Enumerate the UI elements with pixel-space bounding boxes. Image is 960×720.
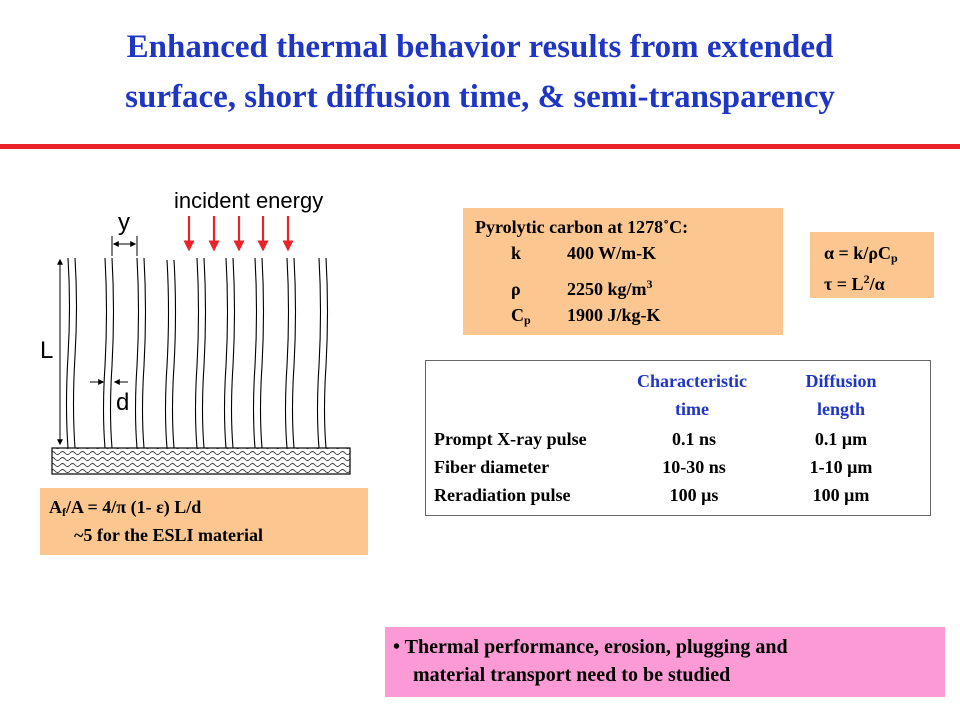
header-length: length	[816, 399, 865, 419]
row-time-fiber: 10-30 ns	[662, 457, 726, 477]
row-label-reradiation: Reradiation pulse	[434, 485, 571, 505]
row-length-fiber: 1-10 μm	[809, 457, 873, 477]
row-time-xray: 0.1 ns	[671, 429, 716, 449]
area-ratio-box: Af/A = 4/π (1- ε) L/d ~5 for the ESLI ma…	[40, 488, 368, 555]
area-ratio-note: ~5 for the ESLI material	[74, 525, 264, 545]
header-time: time	[675, 399, 709, 419]
title-line-1: Enhanced thermal behavior results from e…	[126, 29, 834, 65]
formula-tau: τ = L2/α	[824, 272, 885, 294]
property-row-cp: Cp 1900 J/kg-K	[511, 305, 661, 327]
L-label: L	[40, 337, 53, 364]
properties-header: Pyrolytic carbon at 1278˚C:	[475, 217, 689, 237]
header-characteristic: Characteristic	[637, 371, 747, 391]
incident-arrows	[183, 216, 294, 252]
incident-energy-label: incident energy	[174, 188, 323, 213]
row-label-xray: Prompt X-ray pulse	[434, 429, 587, 449]
d-label: d	[116, 389, 129, 416]
fibers	[65, 257, 329, 449]
conclusion-line-2: material transport need to be studied	[413, 664, 731, 686]
timescale-table: Characteristic time Diffusion length Pro…	[425, 360, 931, 516]
row-time-reradiation: 100 μs	[669, 485, 719, 505]
material-properties-box: Pyrolytic carbon at 1278˚C: k 400 W/m-K ρ…	[463, 208, 783, 335]
conclusion-box: • Thermal performance, erosion, plugging…	[385, 627, 945, 697]
area-ratio-formula: Af/A = 4/π (1- ε) L/d	[49, 497, 202, 519]
property-row-rho: ρ 2250 kg/m3	[511, 277, 653, 299]
row-length-reradiation: 100 μm	[812, 485, 870, 505]
substrate	[51, 447, 351, 475]
formula-alpha: α = k/ρCp	[824, 243, 898, 265]
row-length-xray: 0.1 μm	[814, 429, 868, 449]
header-diffusion: Diffusion	[805, 371, 877, 391]
y-dimension	[111, 236, 138, 256]
slide-title: Enhanced thermal behavior results from e…	[0, 22, 960, 122]
row-label-fiber: Fiber diameter	[434, 457, 550, 477]
y-label: y	[118, 209, 130, 236]
title-line-2: surface, short diffusion time, & semi-tr…	[125, 79, 835, 115]
property-row-k: k 400 W/m-K	[511, 243, 657, 263]
title-underline	[0, 144, 960, 149]
diffusivity-formula-box: α = k/ρCp τ = L2/α	[810, 232, 934, 298]
conclusion-line-1: • Thermal performance, erosion, plugging…	[393, 636, 788, 658]
fiber-diagram: incident energy y L d	[40, 188, 351, 475]
